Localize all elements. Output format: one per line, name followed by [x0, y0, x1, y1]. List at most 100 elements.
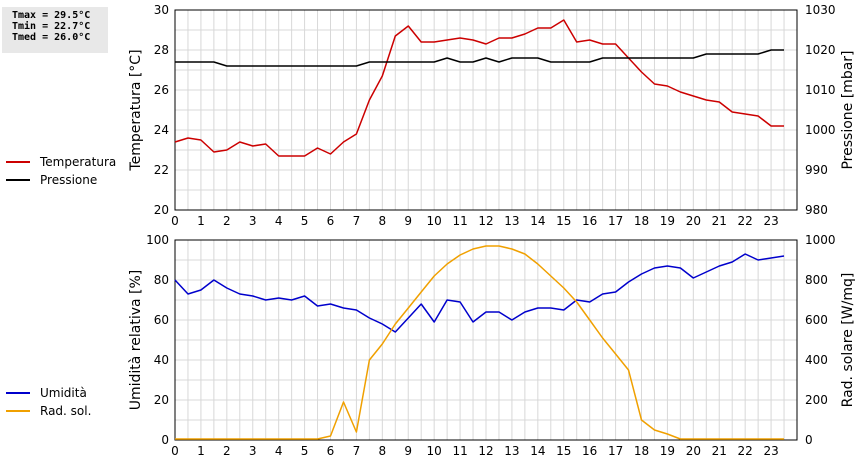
bottom-x-tick-label: 12	[478, 444, 493, 458]
bottom-x-tick-label: 0	[171, 444, 179, 458]
top-x-tick-label: 6	[327, 214, 335, 228]
stats-box: Tmax = 29.5°C Tmin = 22.7°C Tmed = 26.0°…	[2, 7, 108, 53]
series-line-umidit	[174, 253, 785, 333]
legend-top: Temperatura Pressione	[6, 153, 116, 189]
top-x-tick-label: 23	[763, 214, 778, 228]
tmed-text: Tmed = 26.0°C	[12, 32, 91, 43]
top-plot-frame	[174, 9, 798, 211]
series-line-rad-sol	[175, 245, 784, 440]
top-y-right-tick-label: 1010	[805, 83, 836, 97]
top-x-tick-label: 3	[249, 214, 257, 228]
top-y-right-tick-label: 990	[805, 163, 828, 177]
bottom-y-left-tick-label: 80	[154, 273, 169, 287]
bottom-x-tick-label: 10	[427, 444, 442, 458]
top-x-tick-label: 21	[712, 214, 727, 228]
bottom-y-left-tick-label: 40	[154, 353, 169, 367]
legend-item-radiation: Rad. sol.	[6, 402, 91, 420]
bottom-y-right-tick-label: 200	[805, 393, 828, 407]
legend-label-humidity: Umidità	[40, 386, 87, 400]
top-x-tick-label: 20	[686, 214, 701, 228]
top-y-right-tick-label: 1000	[805, 123, 836, 137]
tmin-text: Tmin = 22.7°C	[12, 21, 91, 32]
top-x-tick-label: 0	[171, 214, 179, 228]
bottom-x-tick-label: 19	[660, 444, 675, 458]
bottom-x-tick-label: 4	[275, 444, 283, 458]
bottom-x-tick-label: 9	[404, 444, 412, 458]
top-y-left-tick-label: 22	[154, 163, 169, 177]
bottom-x-tick-label: 22	[738, 444, 753, 458]
bottom-x-tick-label: 7	[353, 444, 361, 458]
top-x-tick-label: 4	[275, 214, 283, 228]
legend-label-temperature: Temperatura	[40, 155, 117, 169]
bottom-x-tick-label: 2	[223, 444, 231, 458]
top-x-tick-label: 11	[452, 214, 467, 228]
top-x-tick-label: 19	[660, 214, 675, 228]
bottom-y-right-tick-label: 800	[805, 273, 828, 287]
bottom-y-right-tick-label: 0	[805, 433, 813, 447]
legend-item-temperature: Temperatura	[6, 153, 116, 171]
top-x-tick-label: 15	[556, 214, 571, 228]
top-x-tick-label: 8	[379, 214, 387, 228]
bottom-x-tick-label: 8	[379, 444, 387, 458]
legend-swatch-temperature	[6, 161, 30, 163]
legend-swatch-radiation	[6, 410, 30, 412]
bottom-y-right-tick-label: 600	[805, 313, 828, 327]
legend-label-pressure: Pressione	[40, 173, 98, 187]
bottom-x-tick-label: 5	[301, 444, 309, 458]
top-x-tick-label: 5	[301, 214, 309, 228]
top-y-left-tick-label: 30	[154, 3, 169, 17]
top-y-left-tick-label: 28	[154, 43, 169, 57]
top-x-tick-label: 13	[504, 214, 519, 228]
top-x-tick-label: 16	[582, 214, 597, 228]
bottom-y-left-tick-label: 0	[161, 433, 169, 447]
legend-item-pressure: Pressione	[6, 171, 116, 189]
top-x-tick-label: 18	[634, 214, 649, 228]
bottom-y-left-tick-label: 100	[146, 233, 169, 247]
bottom-x-tick-label: 23	[763, 444, 778, 458]
bottom-x-tick-label: 17	[608, 444, 623, 458]
bottom-y-right-tick-label: 400	[805, 353, 828, 367]
legend-swatch-pressure	[6, 179, 30, 181]
bottom-y-left-tick-label: 20	[154, 393, 169, 407]
bottom-x-tick-label: 13	[504, 444, 519, 458]
bottom-x-tick-label: 14	[530, 444, 545, 458]
top-y-left-tick-label: 26	[154, 83, 169, 97]
legend-label-radiation: Rad. sol.	[40, 404, 92, 418]
top-x-tick-label: 14	[530, 214, 545, 228]
legend-bottom: Umidità Rad. sol.	[6, 384, 91, 420]
top-y-right-tick-label: 980	[805, 203, 828, 217]
top-x-tick-label: 17	[608, 214, 623, 228]
bottom-x-tick-label: 21	[712, 444, 727, 458]
top-x-tick-label: 7	[353, 214, 361, 228]
bottom-plot-frame	[174, 239, 798, 441]
top-x-tick-label: 12	[478, 214, 493, 228]
top-x-tick-label: 22	[738, 214, 753, 228]
top-x-tick-label: 9	[404, 214, 412, 228]
legend-item-humidity: Umidità	[6, 384, 91, 402]
bottom-x-tick-label: 11	[452, 444, 467, 458]
top-y-left-tick-label: 20	[154, 203, 169, 217]
bottom-y-left-tick-label: 60	[154, 313, 169, 327]
top-y-right-tick-label: 1030	[805, 3, 836, 17]
top-x-tick-label: 10	[427, 214, 442, 228]
legend-swatch-humidity	[6, 392, 30, 394]
tmax-text: Tmax = 29.5°C	[12, 10, 91, 21]
bottom-x-tick-label: 16	[582, 444, 597, 458]
top-y-left-axis-label: Temperatura [°C]	[128, 49, 144, 171]
top-x-tick-label: 2	[223, 214, 231, 228]
top-y-right-axis-label: Pressione [mbar]	[840, 50, 856, 169]
bottom-x-tick-label: 1	[197, 444, 205, 458]
bottom-x-tick-label: 20	[686, 444, 701, 458]
bottom-y-left-axis-label: Umidità relativa [%]	[128, 270, 144, 411]
bottom-x-tick-label: 6	[327, 444, 335, 458]
series-line-temperatura	[174, 19, 784, 157]
bottom-x-tick-label: 18	[634, 444, 649, 458]
top-x-tick-label: 1	[197, 214, 205, 228]
bottom-x-tick-label: 15	[556, 444, 571, 458]
series-line-pressione	[175, 49, 784, 67]
top-y-left-tick-label: 24	[154, 123, 169, 137]
bottom-y-right-tick-label: 1000	[805, 233, 836, 247]
top-y-right-tick-label: 1020	[805, 43, 836, 57]
bottom-x-tick-label: 3	[249, 444, 257, 458]
